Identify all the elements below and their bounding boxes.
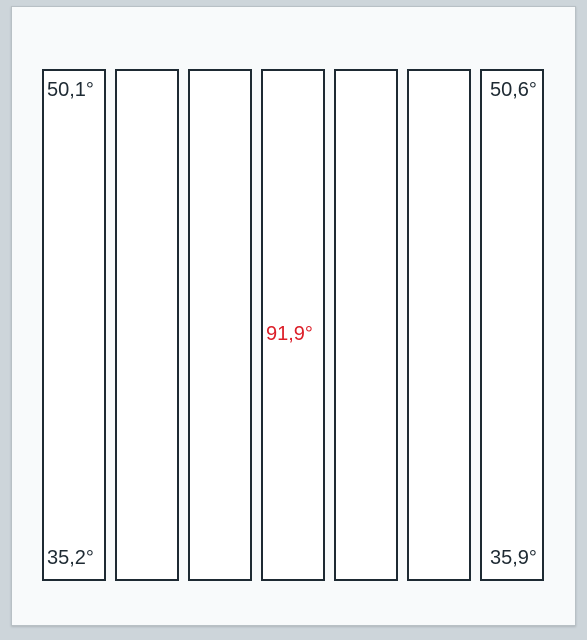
diagram-page: 50,1° 50,6° 91,9° 35,2° 35,9° <box>11 6 576 626</box>
panel <box>188 69 252 581</box>
panel <box>261 69 325 581</box>
panel <box>334 69 398 581</box>
panel <box>115 69 179 581</box>
panel <box>42 69 106 581</box>
panel-row <box>42 69 544 581</box>
panel <box>407 69 471 581</box>
panel <box>480 69 544 581</box>
